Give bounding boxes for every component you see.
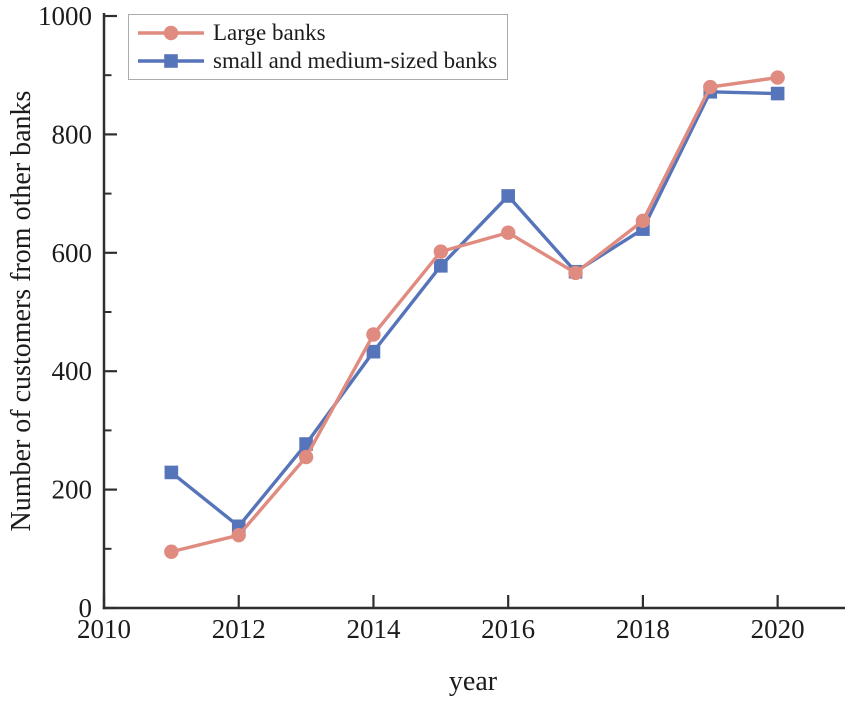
data-point-small-and-medium-sized-banks xyxy=(164,465,179,480)
y-axis-label: Number of customers from other banks xyxy=(6,90,37,532)
legend-label: Large banks xyxy=(213,20,326,45)
series-line-large-banks xyxy=(169,75,780,554)
y-tick-label: 800 xyxy=(52,119,93,149)
legend-marker-circle-icon xyxy=(138,25,204,41)
data-point-large-banks xyxy=(231,527,246,543)
data-point-large-banks xyxy=(500,225,516,240)
x-tick-label: 2018 xyxy=(616,614,670,644)
data-point-large-banks xyxy=(366,327,381,342)
y-tick-label: 200 xyxy=(52,475,93,505)
legend: Large banks small and medium-sized banks xyxy=(128,14,509,80)
x-tick-label: 2012 xyxy=(212,614,266,644)
data-point-large-banks xyxy=(568,265,583,281)
data-point-large-banks xyxy=(298,449,314,465)
data-point-small-and-medium-sized-banks xyxy=(366,344,381,359)
data-point-small-and-medium-sized-banks xyxy=(434,259,448,273)
y-tick-label: 400 xyxy=(52,356,93,386)
data-point-large-banks xyxy=(770,70,785,85)
x-tick-label: 2016 xyxy=(481,614,535,644)
data-point-large-banks xyxy=(703,79,718,95)
x-tick-label: 2014 xyxy=(346,614,401,644)
data-point-small-and-medium-sized-banks xyxy=(501,189,515,203)
series-line-small-and-medium-sized-banks xyxy=(169,90,780,529)
legend-marker-square-icon xyxy=(138,54,204,68)
x-tick-label: 2020 xyxy=(751,614,805,644)
data-point-large-banks xyxy=(433,244,449,259)
y-tick-label: 600 xyxy=(52,238,93,268)
data-point-small-and-medium-sized-banks xyxy=(770,86,785,101)
legend-label: small and medium-sized banks xyxy=(213,48,498,73)
y-tick-label: 0 xyxy=(79,593,93,623)
x-tick-label: 2010 xyxy=(77,614,131,644)
x-axis-label: year xyxy=(448,666,498,697)
data-point-large-banks xyxy=(164,544,179,559)
legend-item: small and medium-sized banks xyxy=(137,47,497,75)
data-point-large-banks xyxy=(635,213,651,229)
legend-item: Large banks xyxy=(137,19,497,47)
y-tick-label: 1000 xyxy=(38,1,92,31)
